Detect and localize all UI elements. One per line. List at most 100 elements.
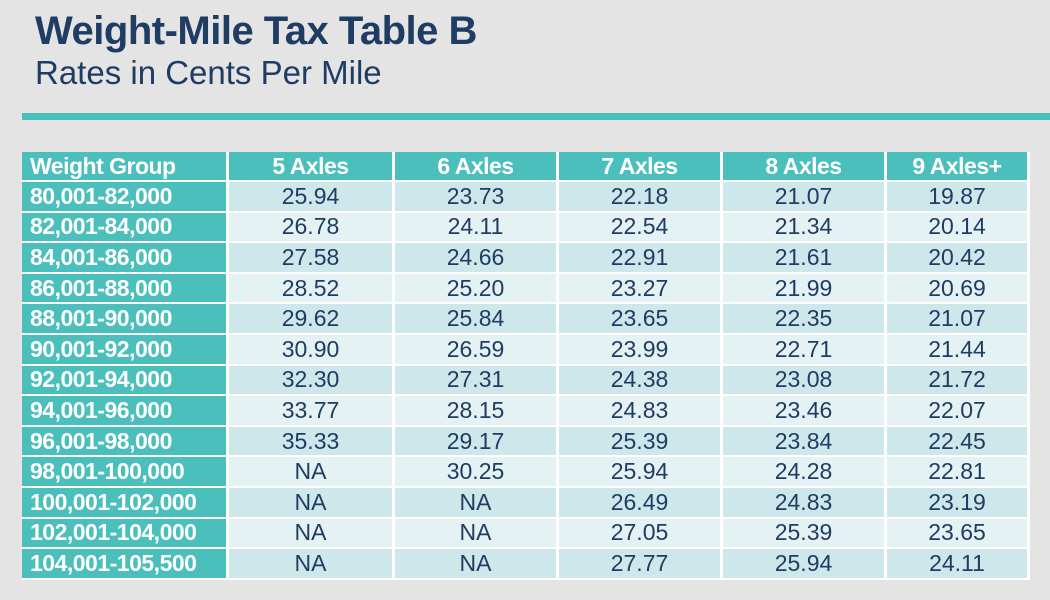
weight-group-cell: 104,001-105,500 <box>22 549 229 580</box>
page-title: Weight-Mile Tax Table B <box>35 9 477 53</box>
rate-cell: 21.44 <box>887 334 1030 366</box>
weight-group-cell: 88,001-90,000 <box>22 304 229 335</box>
weight-group-cell: 102,001-104,000 <box>22 518 229 550</box>
table-row: 92,001-94,000 32.30 27.31 24.38 23.08 21.72 <box>22 365 1030 397</box>
page-subtitle: Rates in Cents Per Mile <box>35 54 382 91</box>
rate-cell: 24.83 <box>723 487 887 519</box>
column-header-weight-group: Weight Group <box>22 152 229 182</box>
rate-cell: 23.73 <box>395 182 559 213</box>
rate-cell: 23.08 <box>723 365 887 397</box>
rate-cell: 25.39 <box>559 426 723 458</box>
rate-cell: 25.94 <box>723 549 887 580</box>
rate-cell: 20.42 <box>887 243 1030 274</box>
rate-cell: 20.14 <box>887 212 1030 244</box>
rate-cell: 23.27 <box>559 273 723 305</box>
rate-cell: 26.59 <box>395 334 559 366</box>
column-header-6-axles: 6 Axles <box>395 152 559 182</box>
rate-cell: 22.81 <box>887 457 1030 488</box>
table-row: 96,001-98,000 35.33 29.17 25.39 23.84 22.45 <box>22 426 1030 458</box>
weight-group-cell: 90,001-92,000 <box>22 334 229 366</box>
weight-group-cell: 92,001-94,000 <box>22 365 229 397</box>
rate-cell: NA <box>395 487 559 519</box>
rate-cell: 25.84 <box>395 304 559 335</box>
rate-cell: 33.77 <box>229 396 395 427</box>
table-row: 98,001-100,000 NA 30.25 25.94 24.28 22.81 <box>22 457 1030 488</box>
rate-cell: 26.78 <box>229 212 395 244</box>
rate-cell: 22.35 <box>723 304 887 335</box>
accent-divider <box>22 113 1050 120</box>
rate-cell: 23.99 <box>559 334 723 366</box>
rate-cell: 30.25 <box>395 457 559 488</box>
rate-cell: 24.83 <box>559 396 723 427</box>
column-header-8-axles: 8 Axles <box>723 152 887 182</box>
weight-group-cell: 98,001-100,000 <box>22 457 229 488</box>
rate-cell: NA <box>229 518 395 550</box>
rate-table-header: Weight Group 5 Axles 6 Axles 7 Axles 8 Axles… <box>22 152 1030 182</box>
rate-cell: 27.05 <box>559 518 723 550</box>
rate-cell: 20.69 <box>887 273 1030 305</box>
rate-cell: 30.90 <box>229 334 395 366</box>
rate-cell: 19.87 <box>887 182 1030 213</box>
rate-table: Weight Group 5 Axles 6 Axles 7 Axles 8 Axles… <box>22 152 1030 580</box>
table-row: 84,001-86,000 27.58 24.66 22.91 21.61 20.42 <box>22 243 1030 274</box>
rate-cell: 23.65 <box>887 518 1030 550</box>
rate-cell: 28.15 <box>395 396 559 427</box>
weight-group-cell: 100,001-102,000 <box>22 487 229 519</box>
rate-cell: 24.66 <box>395 243 559 274</box>
rate-cell: 29.17 <box>395 426 559 458</box>
column-header-5-axles: 5 Axles <box>229 152 395 182</box>
rate-cell: 23.46 <box>723 396 887 427</box>
rate-cell: 23.65 <box>559 304 723 335</box>
rate-cell: NA <box>229 457 395 488</box>
rate-cell: 22.54 <box>559 212 723 244</box>
rate-cell: 21.07 <box>887 304 1030 335</box>
weight-group-cell: 84,001-86,000 <box>22 243 229 274</box>
table-row: 90,001-92,000 30.90 26.59 23.99 22.71 21.44 <box>22 334 1030 366</box>
weight-group-cell: 96,001-98,000 <box>22 426 229 458</box>
table-row: 104,001-105,500 NA NA 27.77 25.94 24.11 <box>22 549 1030 580</box>
page-header: Weight-Mile Tax Table B Rates in Cents P… <box>35 8 477 92</box>
rate-cell: 24.28 <box>723 457 887 488</box>
rate-cell: 22.91 <box>559 243 723 274</box>
rate-cell: 24.11 <box>887 549 1030 580</box>
weight-group-cell: 86,001-88,000 <box>22 273 229 305</box>
rate-cell: 35.33 <box>229 426 395 458</box>
rate-cell: 24.11 <box>395 212 559 244</box>
table-row: 102,001-104,000 NA NA 27.05 25.39 23.65 <box>22 518 1030 550</box>
rate-cell: NA <box>229 487 395 519</box>
rate-cell: 32.30 <box>229 365 395 397</box>
rate-cell: 22.07 <box>887 396 1030 427</box>
table-row: 80,001-82,000 25.94 23.73 22.18 21.07 19.87 <box>22 182 1030 213</box>
rate-cell: 23.19 <box>887 487 1030 519</box>
rate-cell: 25.94 <box>229 182 395 213</box>
table-row: 86,001-88,000 28.52 25.20 23.27 21.99 20.69 <box>22 273 1030 305</box>
rate-cell: 21.72 <box>887 365 1030 397</box>
rate-table-body: 80,001-82,000 25.94 23.73 22.18 21.07 19.87 82… <box>22 182 1030 580</box>
rate-cell: 22.18 <box>559 182 723 213</box>
rate-cell: 21.99 <box>723 273 887 305</box>
rate-cell: 21.34 <box>723 212 887 244</box>
rate-cell: 26.49 <box>559 487 723 519</box>
rate-cell: 28.52 <box>229 273 395 305</box>
column-header-9-axles-: 9 Axles+ <box>887 152 1030 182</box>
table-row: 94,001-96,000 33.77 28.15 24.83 23.46 22.07 <box>22 396 1030 427</box>
weight-group-cell: 80,001-82,000 <box>22 182 229 213</box>
rate-cell: 22.71 <box>723 334 887 366</box>
column-header-7-axles: 7 Axles <box>559 152 723 182</box>
rate-cell: 21.07 <box>723 182 887 213</box>
rate-cell: 21.61 <box>723 243 887 274</box>
rate-cell: NA <box>395 549 559 580</box>
rate-cell: 29.62 <box>229 304 395 335</box>
table-row: 88,001-90,000 29.62 25.84 23.65 22.35 21.07 <box>22 304 1030 335</box>
table-row: 82,001-84,000 26.78 24.11 22.54 21.34 20.14 <box>22 212 1030 244</box>
rate-cell: 25.20 <box>395 273 559 305</box>
rate-cell: NA <box>229 549 395 580</box>
rate-cell: 27.31 <box>395 365 559 397</box>
weight-group-cell: 94,001-96,000 <box>22 396 229 427</box>
rate-cell: NA <box>395 518 559 550</box>
rate-cell: 25.39 <box>723 518 887 550</box>
rate-cell: 27.77 <box>559 549 723 580</box>
rate-cell: 27.58 <box>229 243 395 274</box>
rate-cell: 22.45 <box>887 426 1030 458</box>
